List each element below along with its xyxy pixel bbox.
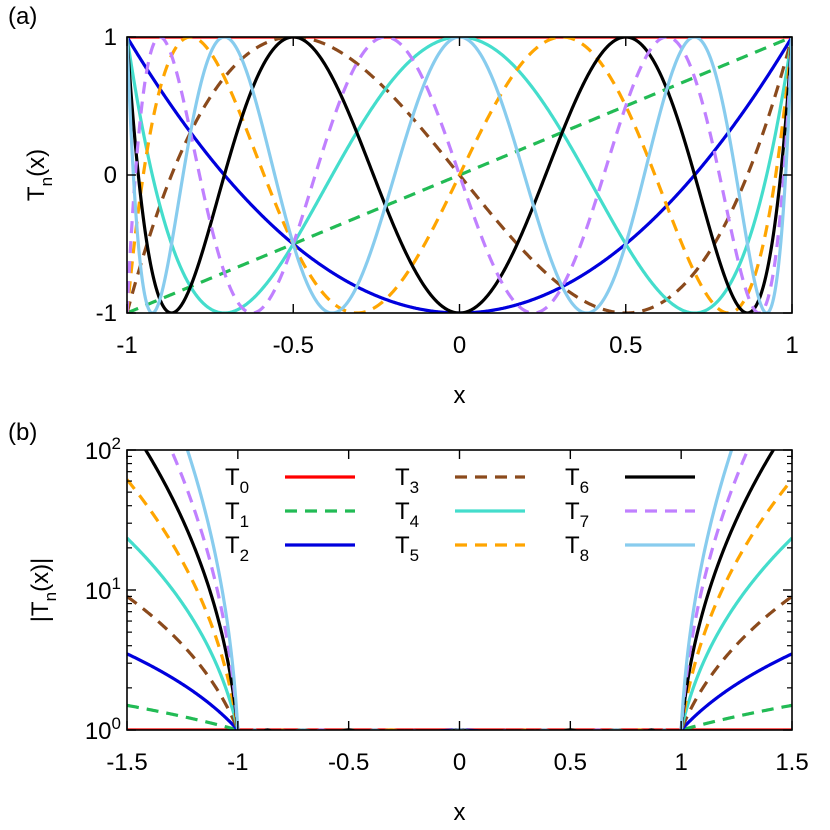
series-line-T5: [127, 37, 792, 313]
series-line-T2: [127, 37, 792, 313]
y-tick-label: 100: [85, 714, 121, 745]
legend-label: T0: [225, 464, 249, 497]
y-axis-label: Tn(x): [23, 149, 56, 201]
panel-a: -1 -0.5 0 0.5 1 -1 0 1 x Tn(x) (a): [8, 3, 799, 409]
x-tick-label: -1.5: [106, 749, 147, 776]
panel-label: (b): [8, 419, 37, 446]
series-line-T4: [127, 37, 792, 313]
x-tick-label: 0: [453, 332, 466, 359]
legend-label: T8: [565, 532, 589, 565]
y-tick-label: -1: [96, 300, 117, 327]
x-tick-label: -1: [227, 749, 248, 776]
y-tick-label: 101: [85, 574, 121, 605]
legend-label: T7: [565, 498, 589, 531]
series-line-T8: [127, 37, 792, 313]
y-tick-label: 102: [85, 434, 121, 465]
legend-label: T2: [225, 532, 249, 565]
legend-label: T5: [395, 532, 419, 565]
x-axis-label: x: [454, 382, 466, 409]
x-tick-label: 1: [674, 749, 687, 776]
y-tick-label: 0: [104, 162, 117, 189]
x-tick-label: -0.5: [273, 332, 314, 359]
y-axis-label: |Tn(x)|: [27, 558, 60, 623]
legend-label: T4: [395, 498, 419, 531]
x-tick-label: 0.5: [554, 749, 587, 776]
legend-label: T1: [225, 498, 249, 531]
x-tick-label: -0.5: [328, 749, 369, 776]
x-axis-label: x: [454, 799, 466, 826]
x-tick-label: 0.5: [609, 332, 642, 359]
panel-label: (a): [8, 3, 37, 30]
x-tick-label: -1: [116, 332, 137, 359]
x-tick-label: 1: [785, 332, 798, 359]
series-line-T6: [127, 37, 792, 313]
panel-b: -1.5 -1 -0.5 0 0.5 1 1.5 100 101 102 x |Tn(x)| (b) T0…: [8, 419, 809, 826]
legend-label: T3: [395, 464, 419, 497]
x-tick-label: 0: [453, 749, 466, 776]
legend-label: T6: [565, 464, 589, 497]
x-tick-label: 1.5: [775, 749, 808, 776]
y-tick-label: 1: [104, 24, 117, 51]
plot-area: [127, 37, 792, 313]
